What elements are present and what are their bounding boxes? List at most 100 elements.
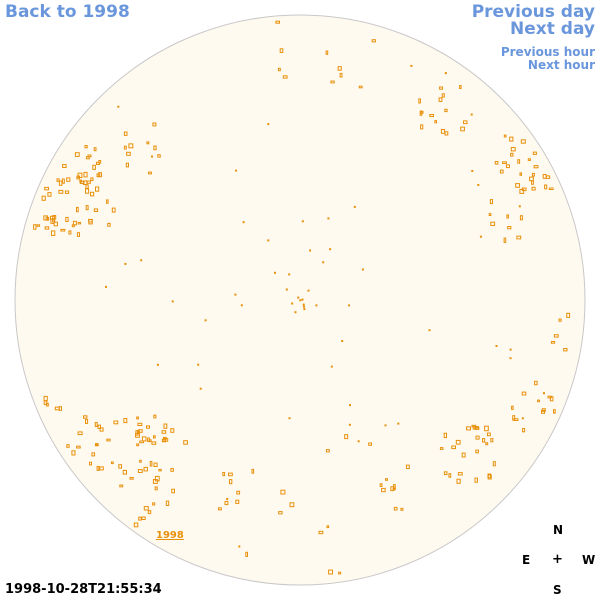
active-region-mark [154, 486, 158, 491]
active-region-mark [163, 436, 167, 440]
active-region-mark [393, 484, 396, 490]
active-region-mark [153, 145, 157, 151]
active-region-mark [521, 417, 524, 420]
active-region-mark [327, 217, 330, 220]
active-region-mark [339, 72, 343, 78]
active-region-mark [96, 465, 100, 471]
active-region-mark [44, 226, 50, 230]
previous-hour-link[interactable]: Previous hour [500, 45, 595, 59]
active-region-mark [325, 50, 329, 55]
active-region-mark [171, 300, 174, 303]
active-region-mark [533, 165, 539, 169]
active-region-mark [531, 173, 535, 177]
active-region-mark [502, 161, 507, 165]
active-region-mark [461, 452, 466, 458]
active-region-mark [226, 498, 229, 500]
active-region-mark [385, 478, 388, 481]
active-region-mark [329, 248, 332, 251]
active-region-mark [566, 312, 571, 318]
active-region-mark [236, 490, 241, 495]
active-region-mark [139, 440, 145, 444]
compass-east: E [522, 553, 531, 567]
active-region-mark [71, 224, 75, 228]
active-region-mark [41, 195, 46, 201]
active-region-mark [151, 155, 153, 158]
active-region-mark [240, 304, 243, 307]
compass-south: S [553, 583, 562, 597]
active-region-mark [505, 164, 510, 169]
active-region-mark [299, 299, 302, 302]
active-region-mark [486, 432, 491, 437]
back-to-year-link[interactable]: Back to 1998 [5, 2, 130, 22]
active-region-mark [438, 97, 443, 102]
next-hour-link[interactable]: Next hour [527, 58, 595, 72]
active-region-mark [152, 122, 157, 127]
active-region-mark [235, 169, 238, 172]
active-region-mark [517, 159, 521, 164]
active-region-mark [43, 395, 48, 402]
active-region-mark [85, 184, 89, 189]
active-region-mark [348, 304, 351, 307]
active-region-mark [82, 180, 88, 185]
active-region-mark [217, 507, 222, 511]
active-region-mark [94, 422, 98, 427]
active-region-mark [381, 487, 386, 493]
active-region-mark [106, 199, 109, 204]
next-day-link[interactable]: Next day [510, 19, 595, 39]
active-region-mark [111, 207, 116, 213]
active-region-mark [519, 215, 523, 221]
active-region-mark [303, 305, 305, 308]
active-region-mark [222, 472, 226, 477]
active-region-mark [511, 405, 514, 410]
active-region-mark [280, 489, 286, 495]
active-region-mark [229, 479, 233, 485]
active-region-mark [58, 180, 63, 186]
active-region-mark [443, 432, 448, 439]
active-region-mark [348, 423, 351, 426]
active-region-mark [51, 230, 56, 236]
active-region-mark [139, 459, 142, 463]
active-region-mark [379, 483, 383, 487]
active-region-mark [88, 218, 93, 225]
active-region-mark [122, 469, 127, 475]
active-region-mark [118, 464, 123, 469]
active-region-mark [85, 156, 90, 160]
active-region-mark [147, 510, 152, 515]
active-region-mark [537, 399, 540, 403]
active-region-mark [393, 506, 398, 511]
active-region-mark [89, 461, 92, 466]
active-region-mark [111, 461, 114, 465]
active-region-mark [65, 216, 69, 222]
active-region-mark [439, 86, 444, 90]
active-region-mark [457, 472, 463, 476]
active-region-mark [83, 171, 88, 178]
active-region-mark [274, 271, 276, 274]
active-region-mark [95, 186, 100, 192]
active-region-mark [294, 311, 297, 314]
active-region-mark [521, 187, 527, 192]
active-region-mark [534, 380, 538, 386]
active-region-mark [307, 289, 310, 292]
active-region-mark [475, 435, 480, 440]
active-region-mark [153, 462, 158, 468]
active-region-mark [85, 419, 89, 424]
active-region-mark [410, 64, 413, 67]
active-region-mark [455, 439, 461, 445]
active-region-mark [443, 471, 448, 476]
active-region-mark [143, 466, 148, 472]
active-region-mark [291, 302, 294, 305]
active-region-mark [519, 172, 522, 176]
year-label-link[interactable]: 1998 [156, 530, 184, 541]
active-region-mark [488, 213, 492, 217]
active-region-mark [516, 235, 522, 240]
active-region-mark [520, 139, 526, 144]
active-region-mark [140, 259, 143, 262]
active-region-mark [519, 188, 525, 194]
active-region-mark [527, 158, 531, 161]
active-region-mark [544, 184, 548, 190]
previous-day-link[interactable]: Previous day [471, 2, 595, 22]
active-region-mark [93, 147, 97, 152]
active-region-mark [318, 530, 324, 535]
active-region-mark [419, 110, 423, 116]
active-region-mark [123, 418, 128, 424]
